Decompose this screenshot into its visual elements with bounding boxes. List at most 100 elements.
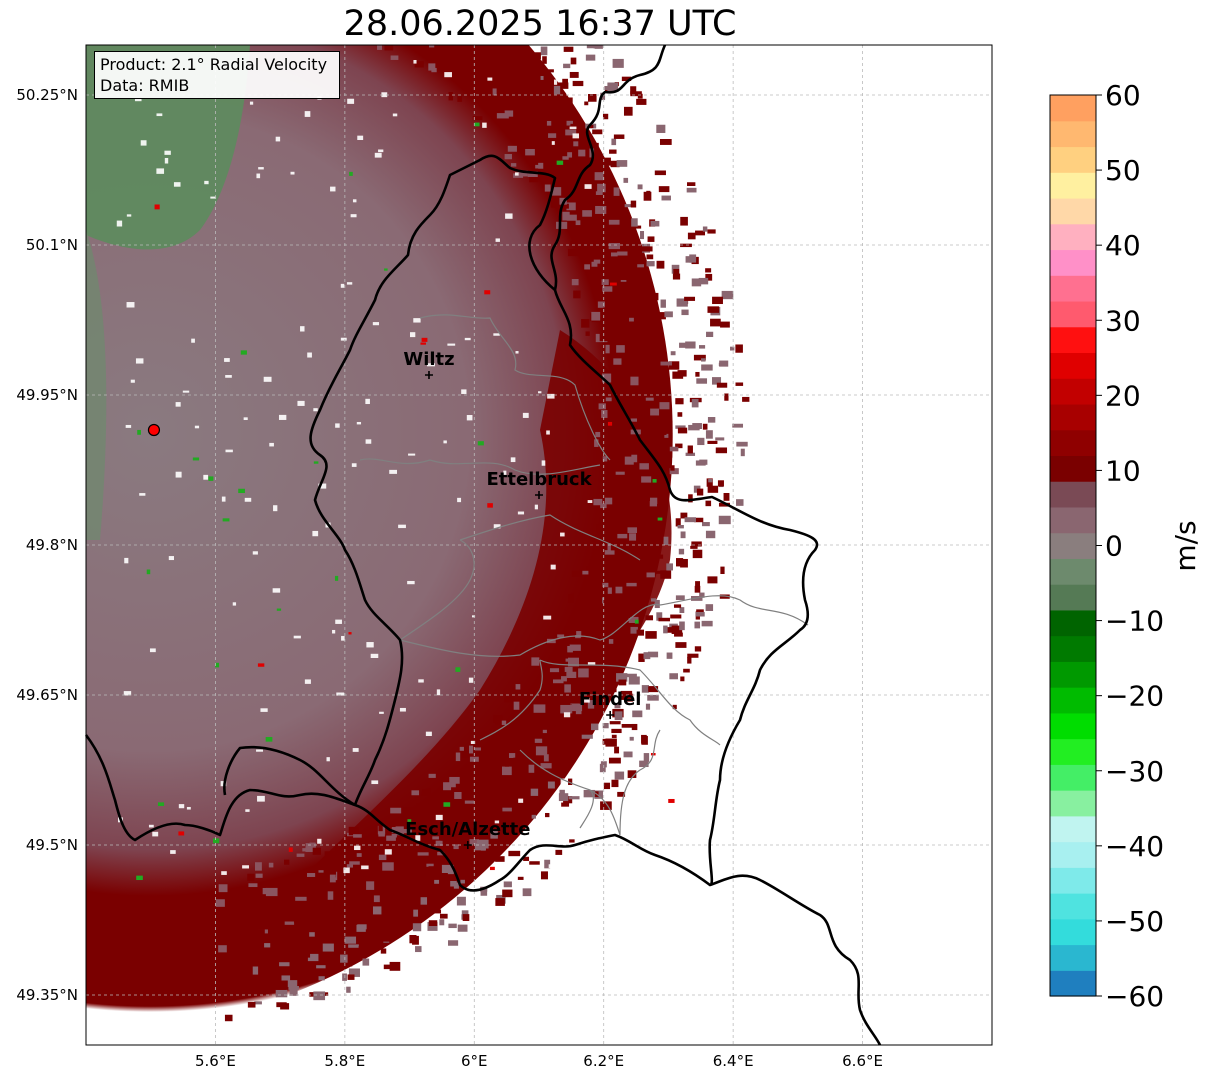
- echo-speckle: [657, 312, 666, 320]
- echo-speckle: [567, 152, 573, 158]
- echo-speckle: [275, 981, 287, 990]
- echo-speckle: [454, 791, 462, 799]
- echo-speckle: [707, 440, 718, 444]
- echo-gap: [300, 326, 305, 332]
- echo-speckle: [563, 97, 573, 104]
- echo-speckle: [281, 975, 291, 981]
- echo-speckle: [486, 82, 497, 88]
- echo-speckle: [719, 594, 730, 599]
- city-markers: Wiltz Ettelbruck Findel Esch/Alzette: [403, 349, 641, 849]
- echo-speckle: [492, 88, 497, 96]
- echo-speckle: [288, 985, 299, 990]
- echo-speckle: [533, 704, 546, 713]
- echo-speckle: [616, 345, 625, 353]
- echo-speckle: [639, 463, 649, 470]
- echo-speckle: [386, 835, 396, 841]
- echo-speckle: [675, 443, 683, 449]
- echo-speckle: [695, 371, 700, 377]
- echo-speckle: [601, 373, 612, 383]
- echo-speckle: [646, 261, 655, 267]
- echo-gap: [224, 358, 230, 362]
- echo-speckle: [418, 24, 428, 29]
- echo-speckle: [602, 582, 609, 588]
- colorbar-cell: [1050, 506, 1096, 534]
- echo-speckle: [683, 668, 690, 673]
- echo-speckle: [607, 488, 613, 498]
- echo-speckle: [456, 14, 460, 23]
- echo-speckle: [613, 134, 625, 139]
- echo-speckle: [701, 358, 706, 362]
- echo-speckle: [533, 142, 545, 148]
- echo-gap: [494, 820, 500, 824]
- echo-speckle: [535, 164, 543, 169]
- echo-speckle: [491, 748, 501, 754]
- echo-gap: [335, 423, 340, 428]
- echo-gap: [517, 511, 525, 515]
- echo-speckle: [388, 926, 397, 931]
- echo-speckle: [428, 866, 436, 872]
- echo-speckle: [701, 364, 713, 371]
- echo-outlier: [154, 204, 160, 210]
- echo-speckle: [675, 642, 687, 648]
- echo-gap: [471, 615, 476, 618]
- echo-gap: [415, 835, 421, 841]
- echo-gap: [352, 199, 357, 203]
- echo-speckle: [525, 148, 535, 156]
- echo-speckle: [678, 548, 685, 555]
- echo-speckle: [349, 861, 360, 865]
- colorbar-tick-label: −30: [1105, 755, 1164, 788]
- echo-speckle: [680, 676, 685, 682]
- colorbar-cell: [1050, 944, 1096, 971]
- echo-speckle: [390, 807, 402, 814]
- colorbar-tick-label: −50: [1105, 905, 1164, 938]
- echo-outlier: [420, 342, 426, 345]
- echo-speckle: [329, 874, 336, 883]
- echo-speckle: [594, 439, 599, 447]
- echo-outlier: [212, 838, 220, 844]
- echo-speckle: [503, 760, 510, 765]
- echo-speckle: [522, 888, 532, 897]
- echo-speckle: [583, 789, 596, 798]
- echo-gap: [447, 343, 456, 346]
- echo-speckle: [628, 596, 635, 603]
- echo-speckle: [508, 753, 516, 758]
- echo-speckle: [630, 626, 638, 634]
- echo-gap: [408, 453, 416, 456]
- colorbar-cell: [1050, 223, 1096, 251]
- colorbar-cell: [1050, 455, 1096, 482]
- echo-speckle: [689, 254, 697, 263]
- echo-gap: [278, 414, 287, 420]
- echo-speckle: [428, 920, 438, 926]
- echo-speckle: [496, 0, 508, 4]
- echo-speckle: [569, 71, 579, 78]
- echo-speckle: [419, 831, 425, 836]
- echo-speckle: [530, 788, 539, 796]
- echo-gap: [352, 748, 359, 752]
- colorbar-cell: [1050, 764, 1096, 791]
- echo-speckle: [664, 311, 673, 318]
- echo-gap: [313, 408, 318, 412]
- echo-gap: [186, 806, 191, 810]
- echo-speckle: [691, 278, 702, 287]
- echo-speckle: [390, 55, 399, 60]
- echo-speckle: [502, 45, 513, 46]
- echo-speckle: [362, 958, 370, 966]
- echo-speckle: [654, 170, 666, 176]
- echo-speckle: [677, 370, 687, 377]
- echo-speckle: [562, 139, 574, 149]
- echo-speckle: [602, 113, 609, 120]
- echo-speckle: [513, 701, 520, 710]
- echo-speckle: [398, 878, 408, 887]
- echo-outlier: [313, 461, 319, 464]
- echo-speckle: [555, 849, 563, 855]
- echo-speckle: [576, 631, 582, 638]
- echo-speckle: [309, 901, 317, 908]
- echo-speckle: [593, 45, 600, 49]
- echo-speckle: [651, 554, 664, 559]
- echo-speckle: [348, 968, 360, 977]
- echo-speckle: [695, 581, 701, 590]
- echo-speckle: [278, 894, 290, 901]
- echo-speckle: [701, 522, 710, 527]
- echo-speckle: [667, 451, 673, 458]
- echo-gap: [304, 679, 311, 684]
